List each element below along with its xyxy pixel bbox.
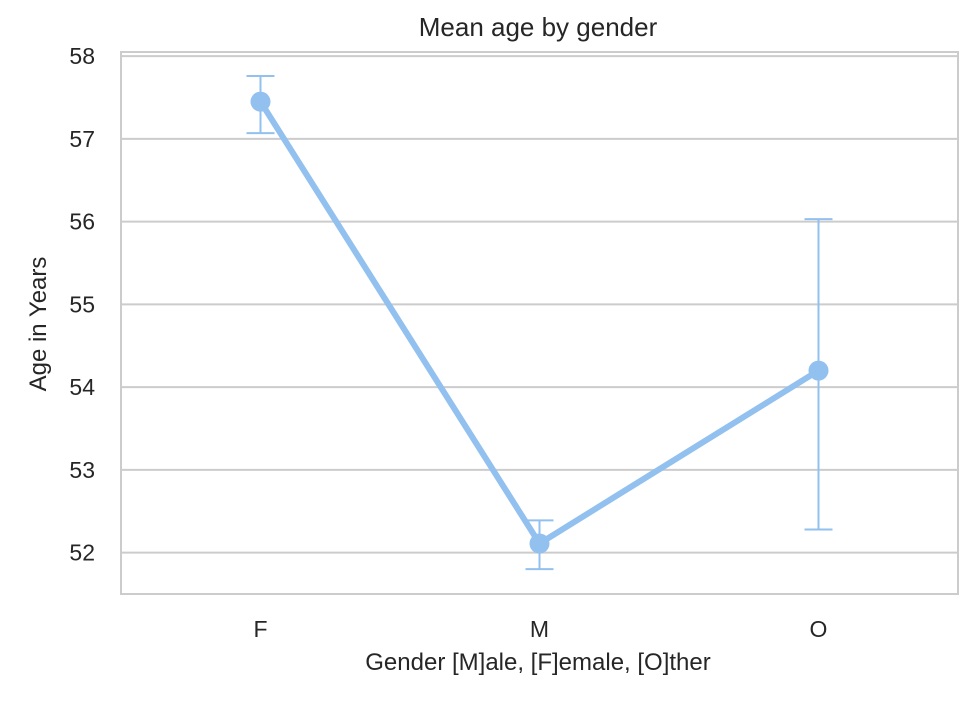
y-tick-label-54: 54 xyxy=(69,374,95,400)
y-tick-labels: 52 53 54 55 56 57 58 xyxy=(69,43,95,565)
error-bars xyxy=(246,74,833,571)
y-axis-label: Age in Years xyxy=(25,257,52,392)
y-tick-label-52: 52 xyxy=(69,540,95,566)
y-tick-label-56: 56 xyxy=(69,209,95,235)
data-point-O xyxy=(808,360,829,381)
y-tick-label-55: 55 xyxy=(69,291,95,317)
y-tick-label-57: 57 xyxy=(69,126,95,152)
data-point-F xyxy=(250,91,271,112)
series xyxy=(250,91,829,554)
x-tick-label-F: F xyxy=(253,616,267,642)
y-tick-label-58: 58 xyxy=(69,43,95,69)
y-tick-label-53: 53 xyxy=(69,457,95,483)
x-tick-label-O: O xyxy=(810,616,828,642)
plot-area-frame xyxy=(120,51,959,595)
data-point-M xyxy=(529,533,550,554)
gridlines xyxy=(121,55,958,554)
series-line xyxy=(257,98,822,547)
x-tick-label-M: M xyxy=(530,616,549,642)
x-axis-label: Gender [M]ale, [F]emale, [O]ther xyxy=(365,649,710,676)
chart-title: Mean age by gender xyxy=(419,12,658,42)
